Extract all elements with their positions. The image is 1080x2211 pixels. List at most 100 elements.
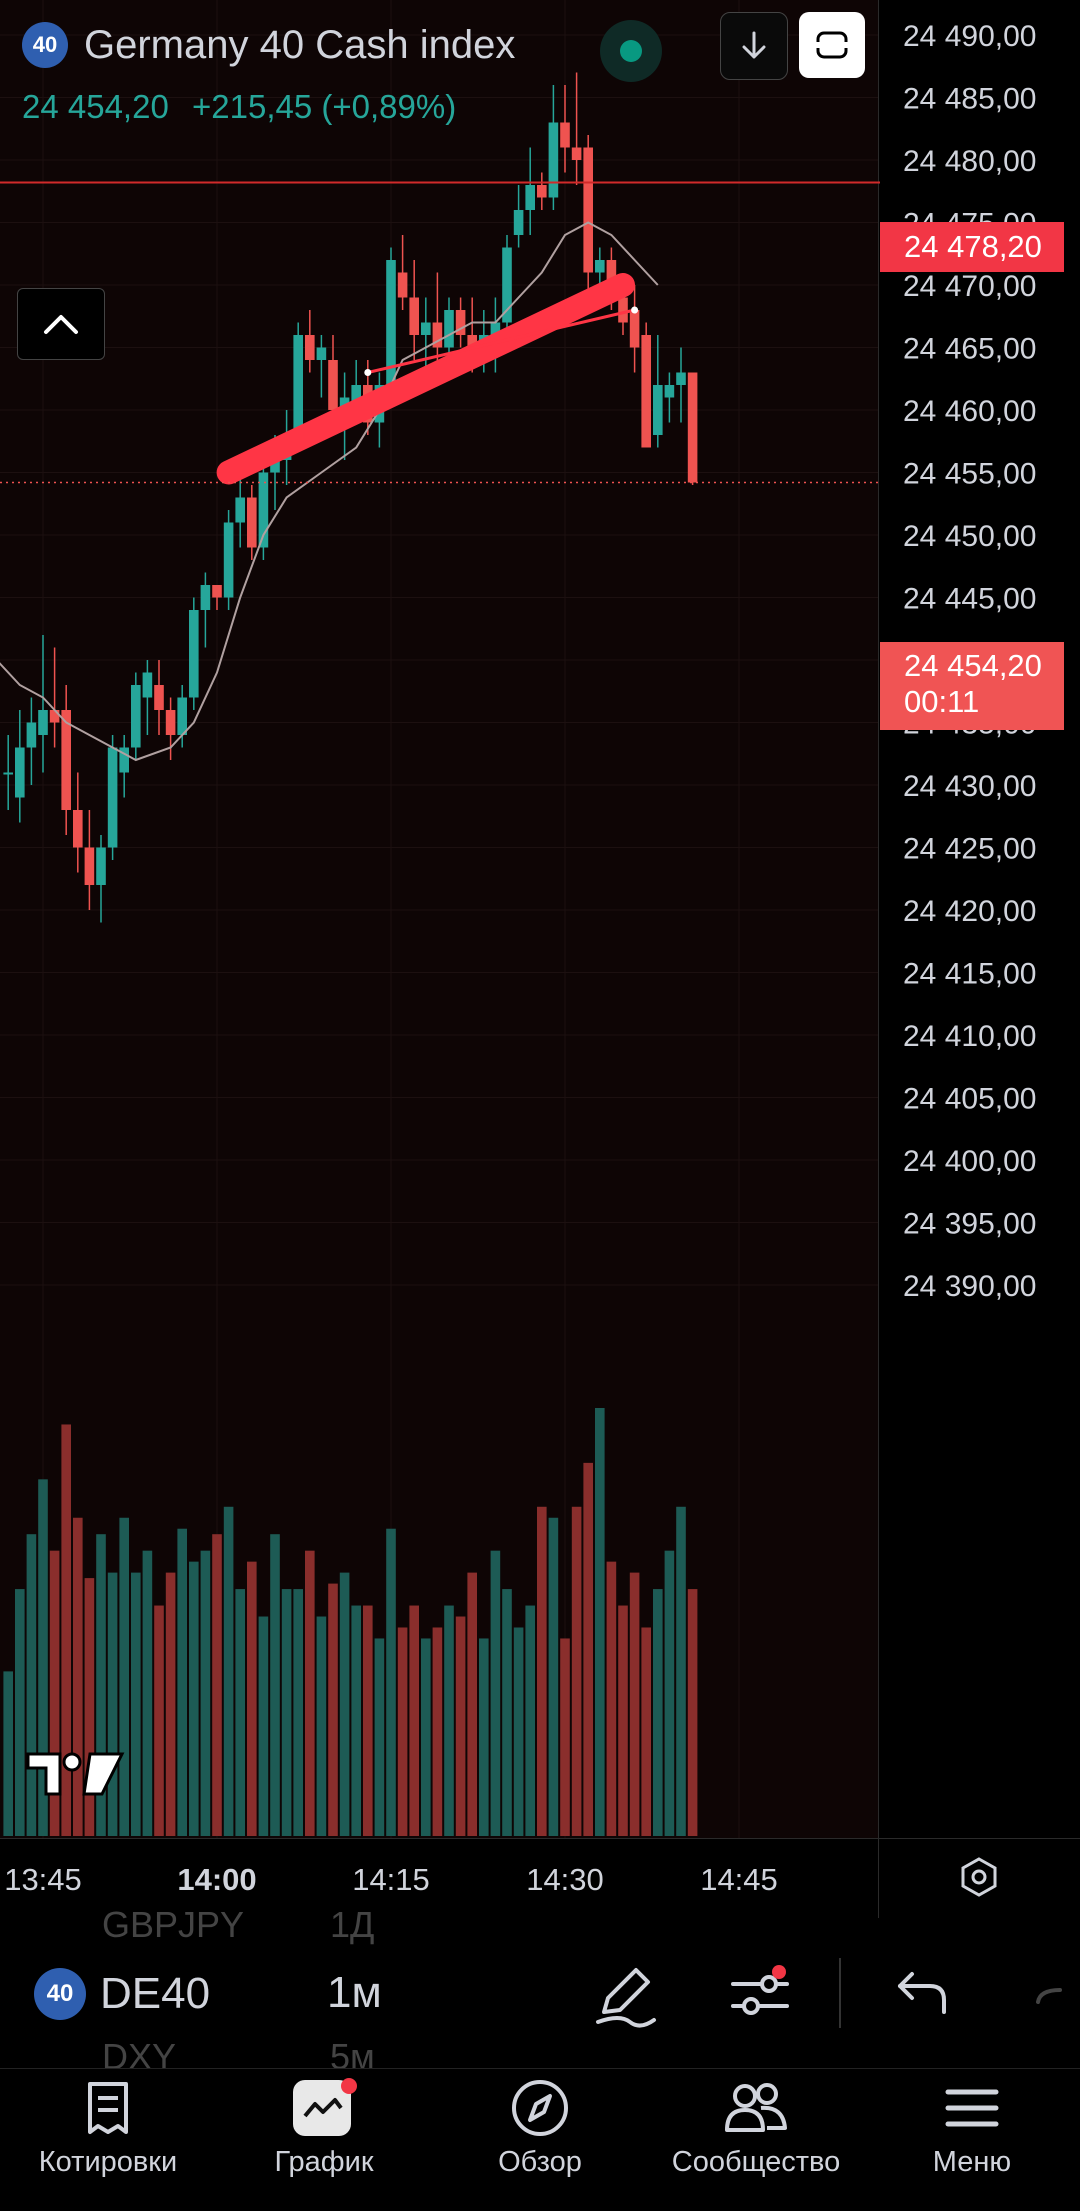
volume-bar [421,1638,431,1836]
candle-body [165,710,176,735]
symbol-picker-prev[interactable]: GBPJPY [102,1904,245,1945]
candle [502,235,512,335]
candle [223,510,234,610]
volume-bar [339,1572,350,1836]
time-axis-label: 14:15 [352,1862,430,1897]
price-axis-label: 24 390,00 [903,1270,1036,1303]
symbol-header[interactable]: 40 Germany 40 Cash index [22,22,515,68]
volume-bar [15,1589,25,1836]
nav-overview-label: Обзор [498,2146,582,2178]
nav-community-label: Сообщество [671,2146,841,2178]
interval-selector[interactable]: 1м [327,1968,382,2017]
candle-body [676,372,686,385]
volume-bar [189,1561,199,1836]
price-axis-label: 24 400,00 [903,1145,1036,1178]
candle-body [339,397,350,410]
toolbar-symbol: DE40 [100,1969,211,2018]
horizontal-line-price-tag: 24 478,20 [880,222,1064,272]
candle [107,735,118,860]
redo-icon[interactable] [1030,1960,1080,2030]
volume-bar [653,1589,663,1836]
price-axis-background[interactable] [879,0,1080,1838]
pencil-icon[interactable] [590,1960,660,2030]
candle [61,685,71,835]
price-axis-label: 24 425,00 [903,833,1036,866]
volume-bar [583,1462,593,1836]
candle [96,835,106,923]
brush-stroke[interactable] [216,273,635,485]
symbol-title: Germany 40 Cash index [84,22,516,67]
candle-body [316,347,327,360]
nav-overview[interactable]: Обзор [432,2078,648,2179]
volume-bar [687,1589,698,1836]
time-axis-label: 13:45 [4,1862,82,1897]
volume-bar [96,1534,106,1836]
undo-icon[interactable] [886,1960,956,2030]
candle [258,460,269,560]
time-axis-labels: 13:45 14:00 14:15 14:30 14:45 [4,1862,778,1897]
volume-bar [467,1572,477,1836]
chart-settings-icon[interactable] [961,1857,997,1897]
candle [247,485,257,560]
candle-body [490,322,501,335]
candle [548,85,559,210]
candle [455,297,466,348]
volume-bar [270,1534,280,1836]
trend-line[interactable] [367,308,635,374]
candle [571,72,582,185]
indicators-icon[interactable] [725,1960,795,2030]
symbol-selector[interactable]: 40 DE40 [34,1968,210,2020]
collapse-button[interactable] [17,288,105,360]
volume-bar [595,1408,605,1836]
nav-quotes-label: Котировки [38,2146,178,2178]
fullscreen-button[interactable] [799,12,865,78]
candle-body [235,497,245,523]
volume-bar [664,1550,675,1836]
candle [235,472,245,548]
bottom-toolbar [0,1918,1080,2066]
price-axis-label: 24 415,00 [903,958,1036,991]
nav-quotes[interactable]: Котировки [0,2078,216,2179]
volume-bars [3,1408,698,1836]
candle-body [200,585,211,610]
volume-bar [479,1638,489,1836]
moving-average [0,221,659,762]
download-button[interactable] [720,12,788,80]
candle-body [61,710,71,810]
volume-bar [502,1589,512,1836]
volume-bar [154,1605,164,1836]
drawings[interactable] [216,273,639,485]
toolbar-divider [839,1958,841,2028]
candle [165,697,176,760]
candle [676,347,686,423]
volume-bar [513,1627,524,1836]
market-status-icon[interactable] [600,20,662,82]
candle [26,697,37,785]
nav-community[interactable]: Сообщество [648,2078,864,2179]
candle-body [189,610,199,698]
candle-body [212,585,222,598]
interval-picker-prev[interactable]: 1Д [330,1904,375,1945]
trend-line-handle[interactable] [364,369,372,376]
candle [583,135,593,298]
candle-body [26,722,37,748]
candle [189,597,199,710]
candle-body [73,810,83,848]
candle [177,685,187,748]
candle [84,810,95,910]
price-change: +215,45 (+0,89%) [191,88,457,125]
candle-body [247,497,257,548]
fullscreen-icon [815,31,849,59]
volume-bar [363,1605,373,1836]
volume-bar [618,1605,628,1836]
candle-body [548,122,559,198]
trend-line-handle[interactable] [631,306,639,314]
nav-chart[interactable]: График [216,2078,432,2179]
candle-body [618,297,628,323]
quotes-icon [88,2082,128,2134]
price-axis-label: 24 430,00 [903,770,1036,803]
candle-body [502,247,512,323]
candle-body [560,122,570,148]
nav-menu[interactable]: Меню [864,2078,1080,2179]
